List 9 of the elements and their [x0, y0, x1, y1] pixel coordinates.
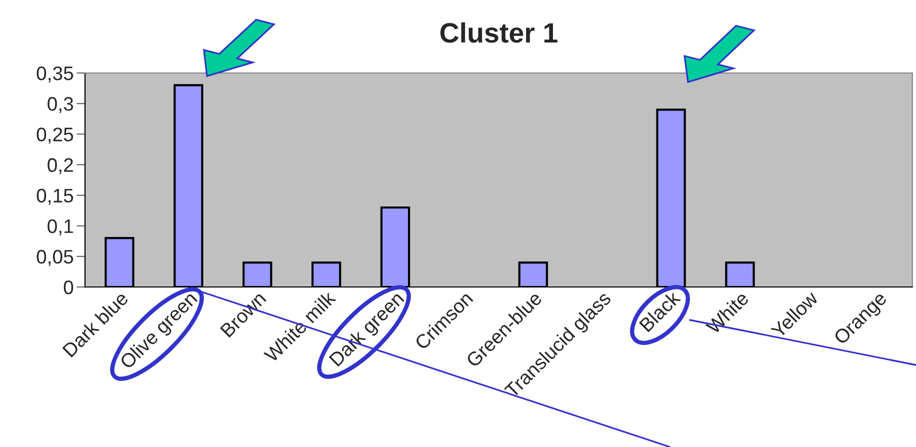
y-tick-label: 0,35 — [36, 66, 74, 83]
y-tick-label: 0,25 — [36, 128, 74, 144]
y-tick-label: 0,05 — [36, 250, 74, 266]
y-tick-label: 0,1 — [48, 219, 73, 236]
y-tick-label: 0,2 — [48, 158, 73, 174]
chart-title: Cluster 1 — [440, 22, 558, 43]
y-tick-label: 0,15 — [36, 188, 74, 205]
y-tick-label: 0 — [64, 280, 74, 294]
y-tick-label: 0,3 — [48, 97, 74, 114]
